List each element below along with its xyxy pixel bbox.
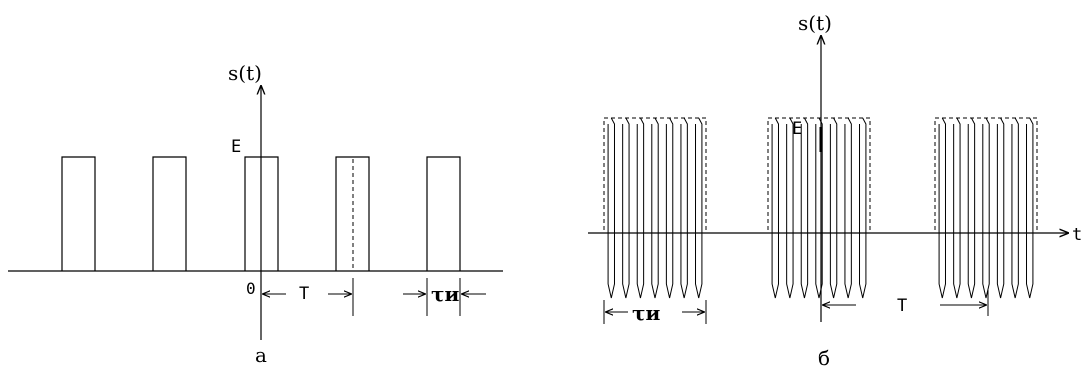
panel-b-burst-envelope (603, 117, 707, 234)
panel-a-period-label: T (299, 284, 309, 304)
panel-b-oscillation-7 (695, 117, 703, 299)
panel-b-burst-3 (934, 117, 1038, 299)
panel-b-oscillation-6 (1011, 117, 1019, 299)
panel-b-oscillation-1 (607, 117, 615, 299)
panel-a-pulse-3 (244, 156, 279, 271)
panel-a-pulse-1 (61, 156, 96, 271)
panel-a: s(t) E 0 T τи а (8, 61, 503, 367)
panel-a-pulse-2 (152, 156, 187, 271)
panel-b-amplitude-label: E (792, 119, 802, 139)
panel-b-oscillation-2 (786, 117, 794, 299)
panel-b-oscillation-1 (771, 117, 779, 299)
panel-b-oscillation-2 (953, 117, 961, 299)
panel-b-burst-2 (767, 117, 871, 299)
panel-b-oscillation-2 (622, 117, 630, 299)
panel-a-caption: а (255, 343, 267, 367)
panel-a-origin-label: 0 (246, 279, 256, 298)
panel-b-oscillation-1 (938, 117, 946, 299)
panel-b-radio-pulse-train (603, 117, 1038, 299)
panel-b-period-label: T (897, 296, 907, 316)
panel-a-pulse-5 (426, 156, 461, 271)
panel-b-pulse-width-label: τи (632, 301, 660, 325)
panel-b-oscillation-4 (815, 117, 823, 299)
panel-b-oscillation-3 (800, 117, 809, 299)
panel-b-oscillation-6 (844, 117, 852, 299)
panel-b-oscillation-5 (996, 117, 1005, 299)
panel-a-axis-label: s(t) (228, 61, 262, 85)
panel-b-oscillation-4 (982, 117, 990, 299)
panel-b-oscillation-4 (651, 117, 659, 299)
panel-b-burst-1 (603, 117, 707, 299)
panel-b-oscillation-7 (859, 117, 867, 299)
panel-b-oscillation-3 (967, 117, 976, 299)
panel-a-pulse-4 (335, 156, 370, 271)
panel-b-burst-envelope (934, 117, 1038, 234)
panel-a-pulse-width-label: τи (431, 282, 459, 306)
panel-b-oscillation-5 (665, 117, 674, 299)
panel-b-oscillation-5 (829, 117, 838, 299)
panel-b-axis-label: s(t) (798, 11, 832, 35)
panel-a-pulse-train (61, 156, 461, 271)
panel-b: s(t) E t τи T б (588, 11, 1082, 370)
panel-b-burst-envelope (767, 117, 871, 234)
panel-a-amplitude-label: E (231, 137, 241, 157)
panel-b-oscillation-7 (1026, 117, 1034, 299)
panel-b-oscillation-6 (680, 117, 688, 299)
panel-b-time-label: t (1072, 225, 1082, 245)
panel-b-caption: б (818, 346, 830, 370)
panel-b-oscillation-3 (636, 117, 645, 299)
